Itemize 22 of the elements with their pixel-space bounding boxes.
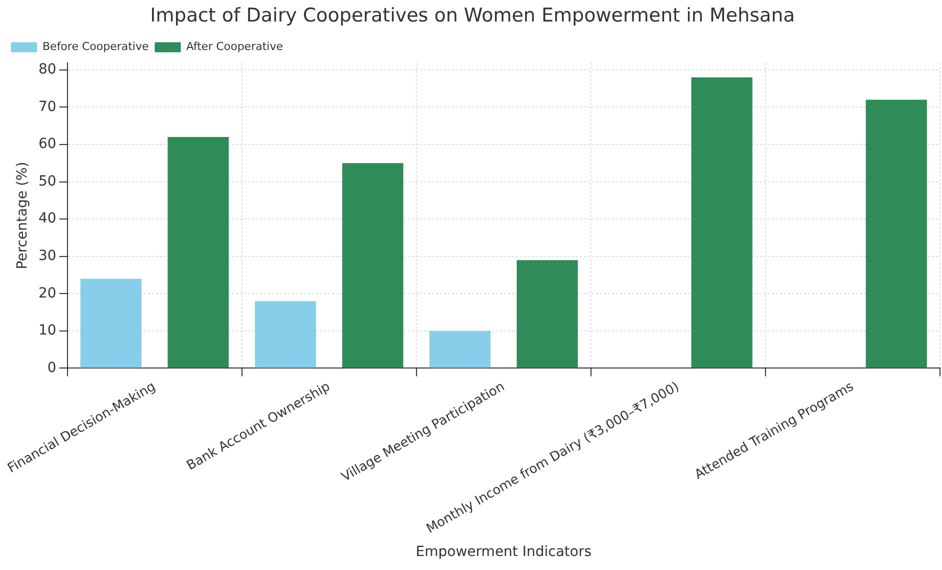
bar <box>866 100 927 368</box>
y-tick-label: 70 <box>38 98 56 115</box>
bar <box>429 330 491 368</box>
bar <box>80 278 142 368</box>
y-tick-label: 10 <box>38 322 56 339</box>
legend-label: After Cooperative <box>186 40 284 54</box>
y-tick-label: 0 <box>47 360 56 376</box>
bar <box>516 260 578 368</box>
chart-title: Impact of Dairy Cooperatives on Women Empowerment in Mehsana <box>150 4 795 26</box>
y-tick-label: 30 <box>38 248 56 264</box>
y-tick-label: 80 <box>38 62 56 78</box>
y-tick-label: 60 <box>38 136 56 152</box>
x-axis-title: Empowerment Indicators <box>416 544 592 560</box>
bar <box>254 301 316 368</box>
bar <box>691 77 752 368</box>
bar <box>342 163 404 368</box>
y-tick-label: 20 <box>38 285 56 302</box>
bar <box>168 137 229 368</box>
legend-label: Before Cooperative <box>42 40 149 54</box>
y-axis-title: Percentage (%) <box>14 162 31 270</box>
y-tick-label: 40 <box>38 210 56 227</box>
y-tick-label: 50 <box>38 173 56 190</box>
